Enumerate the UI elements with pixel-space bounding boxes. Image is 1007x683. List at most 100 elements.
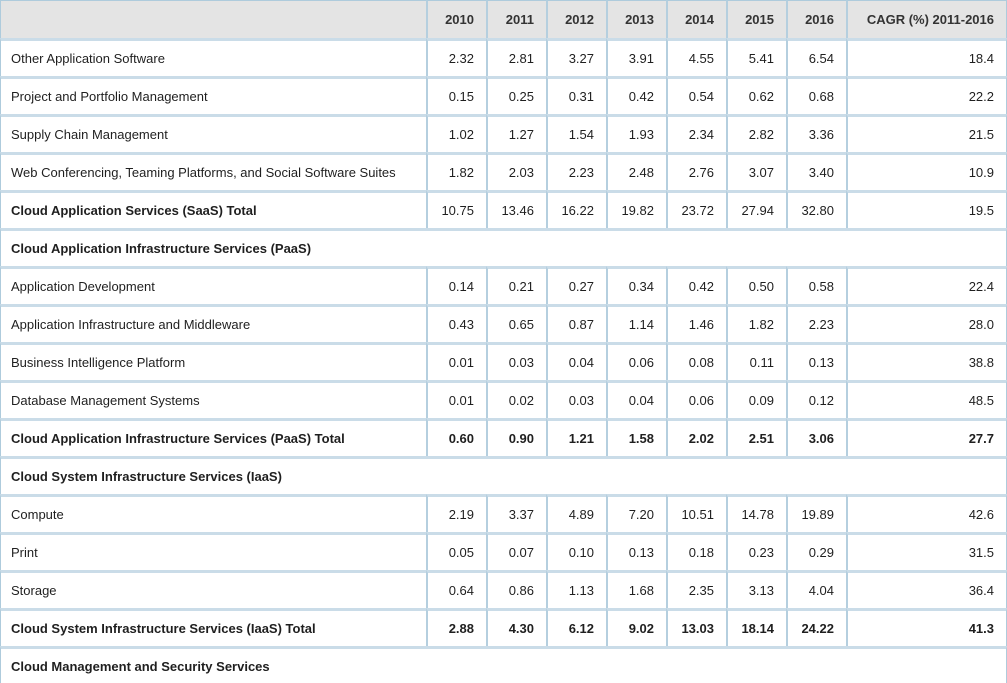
value-cell: 4.55	[666, 38, 726, 76]
value-cell: 0.13	[606, 532, 666, 570]
value-cell: 0.42	[606, 76, 666, 114]
cagr-cell: 19.5	[846, 190, 1007, 228]
value-cell: 3.36	[786, 114, 846, 152]
value-cell: 0.09	[726, 380, 786, 418]
row-label-cell: Supply Chain Management	[0, 114, 426, 152]
row-label-cell: Database Management Systems	[0, 380, 426, 418]
table-row: Compute 2.19 3.37 4.89 7.20 10.51 14.78 19.89 42…	[0, 494, 1007, 532]
value-cell: 0.03	[486, 342, 546, 380]
value-cell: 0.23	[726, 532, 786, 570]
year-column-header-2013: 2013	[606, 0, 666, 38]
year-column-header-2012: 2012	[546, 0, 606, 38]
value-cell: 23.72	[666, 190, 726, 228]
table-row: Business Intelligence Platform 0.01 0.03 0.…	[0, 342, 1007, 380]
table-header: 2010 2011 2012 2013 2014 2015 2016 CAGR …	[0, 0, 1007, 38]
value-cell: 2.76	[666, 152, 726, 190]
value-cell: 0.08	[666, 342, 726, 380]
row-label-cell: Other Application Software	[0, 38, 426, 76]
table-row: Cloud Application Services (SaaS) Total 1…	[0, 190, 1007, 228]
value-cell: 1.82	[726, 304, 786, 342]
cagr-cell: 41.3	[846, 608, 1007, 646]
value-cell: 0.86	[486, 570, 546, 608]
value-cell: 0.11	[726, 342, 786, 380]
value-cell: 6.54	[786, 38, 846, 76]
value-cell: 0.15	[426, 76, 486, 114]
value-cell: 0.06	[666, 380, 726, 418]
value-cell: 3.13	[726, 570, 786, 608]
row-label-cell: Compute	[0, 494, 426, 532]
year-column-header-2015: 2015	[726, 0, 786, 38]
value-cell: 7.20	[606, 494, 666, 532]
value-cell: 2.23	[786, 304, 846, 342]
value-cell: 13.46	[486, 190, 546, 228]
value-cell: 3.91	[606, 38, 666, 76]
value-cell: 3.06	[786, 418, 846, 456]
value-cell: 0.05	[426, 532, 486, 570]
value-cell: 2.19	[426, 494, 486, 532]
value-cell: 0.87	[546, 304, 606, 342]
table-row: Application Development 0.14 0.21 0.27 0.34 0…	[0, 266, 1007, 304]
cagr-cell: 48.5	[846, 380, 1007, 418]
value-cell: 2.51	[726, 418, 786, 456]
value-cell: 0.68	[786, 76, 846, 114]
value-cell: 10.75	[426, 190, 486, 228]
value-cell: 4.89	[546, 494, 606, 532]
value-cell: 19.82	[606, 190, 666, 228]
value-cell: 1.21	[546, 418, 606, 456]
value-cell: 6.12	[546, 608, 606, 646]
value-cell: 1.54	[546, 114, 606, 152]
value-cell: 13.03	[666, 608, 726, 646]
value-cell: 0.50	[726, 266, 786, 304]
table-body: Other Application Software 2.32 2.81 3.27 3.…	[0, 38, 1007, 683]
year-column-header-2014: 2014	[666, 0, 726, 38]
table-row: Cloud System Infrastructure Services (Ia…	[0, 608, 1007, 646]
row-label-cell: Cloud System Infrastructure Services (Ia…	[0, 608, 426, 646]
value-cell: 27.94	[726, 190, 786, 228]
cagr-cell: 42.6	[846, 494, 1007, 532]
value-cell: 0.13	[786, 342, 846, 380]
table-row: Application Infrastructure and Middlewar…	[0, 304, 1007, 342]
value-cell: 2.82	[726, 114, 786, 152]
value-cell: 9.02	[606, 608, 666, 646]
value-cell: 1.82	[426, 152, 486, 190]
value-cell: 18.14	[726, 608, 786, 646]
cagr-cell: 22.4	[846, 266, 1007, 304]
header-row: 2010 2011 2012 2013 2014 2015 2016 CAGR …	[0, 0, 1007, 38]
year-column-header-2010: 2010	[426, 0, 486, 38]
value-cell: 0.04	[606, 380, 666, 418]
table-row: Supply Chain Management 1.02 1.27 1.54 1.93 2…	[0, 114, 1007, 152]
value-cell: 3.27	[546, 38, 606, 76]
value-cell: 2.35	[666, 570, 726, 608]
value-cell: 4.04	[786, 570, 846, 608]
row-label-cell: Storage	[0, 570, 426, 608]
value-cell: 1.27	[486, 114, 546, 152]
value-cell: 0.29	[786, 532, 846, 570]
value-cell: 0.06	[606, 342, 666, 380]
value-cell: 2.03	[486, 152, 546, 190]
value-cell: 5.41	[726, 38, 786, 76]
value-cell: 1.02	[426, 114, 486, 152]
value-cell: 0.10	[546, 532, 606, 570]
section-header-label: Cloud Management and Security Services	[0, 646, 1007, 683]
table-row: Cloud Application Infrastructure Service…	[0, 418, 1007, 456]
value-cell: 1.58	[606, 418, 666, 456]
section-header-label: Cloud System Infrastructure Services (Ia…	[0, 456, 1007, 494]
value-cell: 0.54	[666, 76, 726, 114]
value-cell: 32.80	[786, 190, 846, 228]
cagr-cell: 31.5	[846, 532, 1007, 570]
row-label-cell: Cloud Application Infrastructure Service…	[0, 418, 426, 456]
value-cell: 0.31	[546, 76, 606, 114]
value-cell: 2.02	[666, 418, 726, 456]
row-label-cell: Project and Portfolio Management	[0, 76, 426, 114]
value-cell: 2.23	[546, 152, 606, 190]
value-cell: 0.02	[486, 380, 546, 418]
value-cell: 0.21	[486, 266, 546, 304]
row-label-cell: Print	[0, 532, 426, 570]
value-cell: 3.40	[786, 152, 846, 190]
table-row: Other Application Software 2.32 2.81 3.27 3.…	[0, 38, 1007, 76]
value-cell: 24.22	[786, 608, 846, 646]
value-cell: 0.42	[666, 266, 726, 304]
cagr-cell: 36.4	[846, 570, 1007, 608]
value-cell: 1.13	[546, 570, 606, 608]
